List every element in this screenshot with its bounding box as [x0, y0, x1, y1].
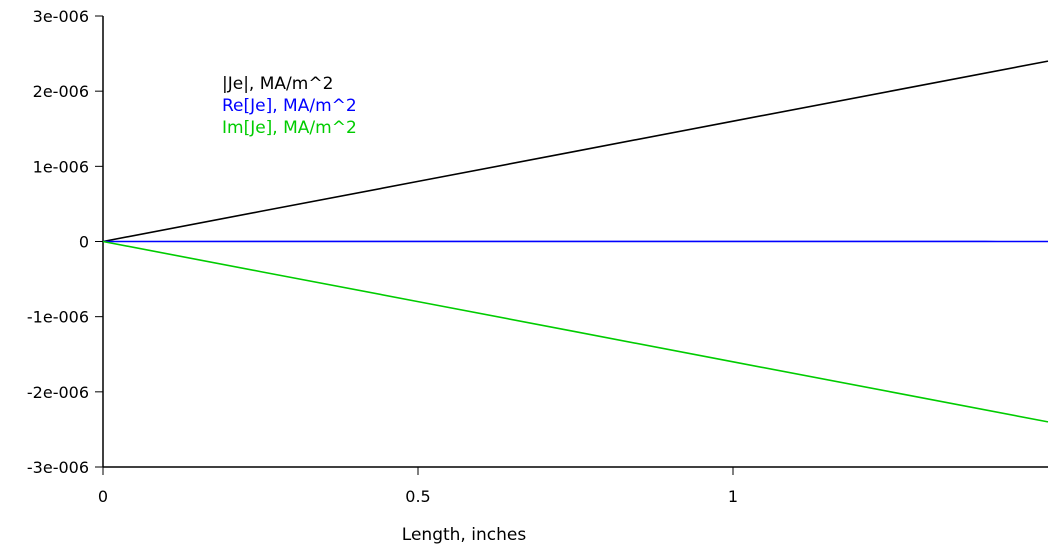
x-axis-ticks: 0 0.5 1 — [98, 467, 738, 506]
y-axis-ticks: 3e-006 2e-006 1e-006 0 -1e-006 -2e-006 -3e-006 — [27, 7, 103, 477]
y-tick-label: -1e-006 — [27, 308, 89, 327]
legend-entry-1: Re[Je], MA/m^2 — [222, 96, 357, 116]
x-axis-title: Length, inches — [402, 525, 527, 545]
y-tick-label: 3e-006 — [33, 7, 89, 26]
legend-entry-2: Im[Je], MA/m^2 — [222, 118, 357, 138]
y-tick-label: -2e-006 — [27, 383, 89, 402]
x-tick-label: 0 — [98, 487, 108, 506]
y-tick-label: 1e-006 — [33, 157, 89, 176]
x-tick-label: 1 — [728, 487, 738, 506]
series-line-0 — [102, 60, 1049, 243]
legend: |Je|, MA/m^2Re[Je], MA/m^2Im[Je], MA/m^2 — [222, 74, 357, 138]
series-line-2 — [102, 240, 1049, 423]
y-tick-label: 2e-006 — [33, 82, 89, 101]
series-lines — [102, 60, 1049, 423]
legend-entry-0: |Je|, MA/m^2 — [222, 74, 333, 94]
y-tick-label: 0 — [79, 233, 89, 252]
y-tick-label: -3e-006 — [27, 458, 89, 477]
x-tick-label: 0.5 — [405, 487, 430, 506]
